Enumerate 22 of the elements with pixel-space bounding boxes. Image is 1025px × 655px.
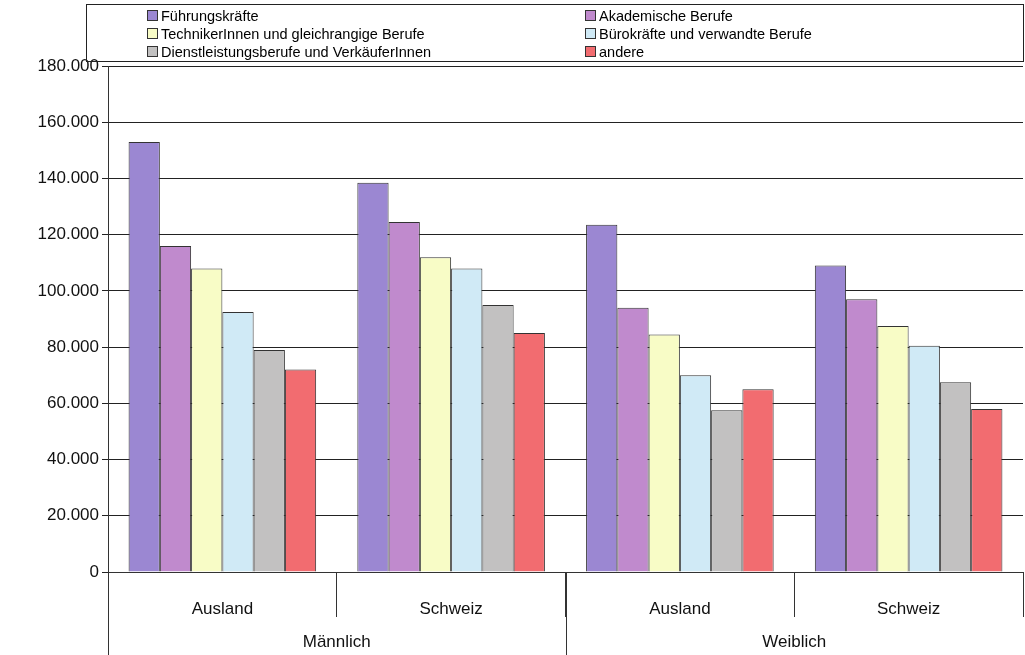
y-tick-label: 160.000 — [37, 111, 99, 131]
y-tick-label: 20.000 — [47, 505, 99, 525]
x-tick-label: Schweiz — [419, 598, 483, 618]
text: Männlich — [302, 631, 371, 651]
legend-label: andere — [598, 43, 646, 61]
legend-label: Akademische Berufe — [598, 7, 734, 25]
y-tick-label: 120.000 — [37, 224, 99, 244]
legend-label: TechnikerInnen und gleichrangige Berufe — [160, 25, 426, 43]
y-tick-label: 60.000 — [47, 393, 99, 413]
x-tick-label: Ausland — [191, 598, 254, 618]
legend-label: Führungskräfte — [160, 7, 260, 25]
y-tick-label: 0 — [89, 561, 99, 581]
text: Weiblich — [762, 631, 827, 651]
y-tick-label: 80.000 — [47, 336, 99, 356]
y-tick-label: 100.000 — [37, 280, 99, 300]
legend-label: Bürokräfte und verwandte Berufe — [598, 25, 813, 43]
y-tick-label: 40.000 — [47, 449, 99, 469]
legend-label: Dienstleistungsberufe und VerkäuferInnen — [160, 43, 433, 61]
x-tick-label: Schweiz — [876, 598, 941, 618]
y-tick-label: 140.000 — [37, 168, 99, 188]
x-tick-label: Ausland — [649, 598, 711, 618]
y-tick-label: 180.000 — [37, 55, 99, 75]
